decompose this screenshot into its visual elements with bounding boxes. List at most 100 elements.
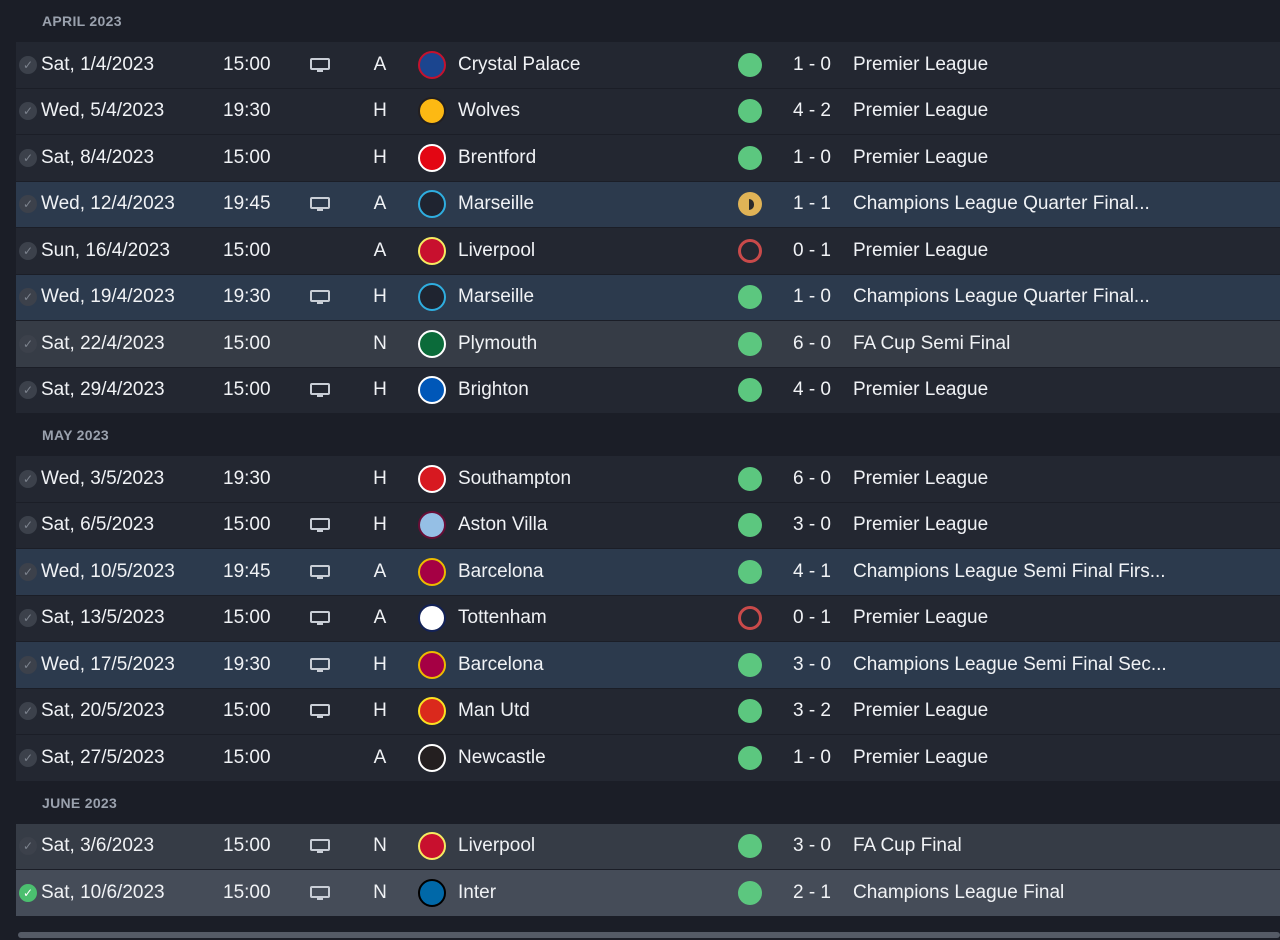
fixture-venue: A — [373, 560, 387, 582]
fixture-venue: A — [373, 239, 387, 261]
fixture-row[interactable]: ✓ Wed, 10/5/2023 19:45 A Barcelona 4 - 1 Champ… — [16, 549, 1280, 596]
opponent-name[interactable]: Liverpool — [458, 239, 536, 261]
match-score[interactable]: 6 - 0 — [792, 332, 832, 354]
checkmark-icon[interactable]: ✓ — [19, 469, 37, 488]
match-score[interactable]: 3 - 0 — [792, 514, 832, 536]
checkmark-icon[interactable]: ✓ — [19, 102, 37, 121]
match-score[interactable]: 3 - 2 — [792, 700, 832, 722]
fixture-row[interactable]: ✓ Sat, 1/4/2023 15:00 A Crystal Palace 1 - 0 P… — [16, 42, 1280, 89]
match-score[interactable]: 4 - 0 — [792, 379, 832, 401]
opponent-name[interactable]: Marseille — [458, 193, 535, 215]
opponent-name[interactable]: Marseille — [458, 286, 535, 308]
match-score[interactable]: 0 - 1 — [792, 239, 832, 261]
checkmark-icon[interactable]: ✓ — [19, 655, 37, 674]
match-score[interactable]: 1 - 0 — [792, 286, 832, 308]
opponent-name[interactable]: Brighton — [458, 379, 529, 401]
result-win-icon — [738, 466, 762, 491]
competition-name[interactable]: Champions League Quarter Final... — [853, 193, 1150, 215]
result-win-icon — [738, 145, 762, 170]
match-score[interactable]: 1 - 0 — [792, 746, 832, 768]
fixture-row[interactable]: ✓ Sat, 3/6/2023 15:00 N Liverpool 3 - 0 FA Cup… — [16, 823, 1280, 870]
checkmark-icon[interactable]: ✓ — [19, 195, 37, 214]
opponent-name[interactable]: Man Utd — [458, 700, 530, 722]
match-score[interactable]: 1 - 1 — [792, 193, 832, 215]
competition-name[interactable]: Premier League — [853, 379, 989, 401]
match-score[interactable]: 1 - 0 — [792, 53, 832, 75]
opponent-name[interactable]: Crystal Palace — [458, 53, 581, 75]
fixture-row[interactable]: ✓ Sat, 27/5/2023 15:00 A Newcastle 1 - 0 Premi… — [16, 735, 1280, 782]
competition-name[interactable]: Premier League — [853, 607, 989, 629]
opponent-name[interactable]: Plymouth — [458, 332, 538, 354]
fixture-time: 15:00 — [223, 607, 271, 629]
checkmark-icon[interactable]: ✓ — [19, 883, 37, 902]
match-score[interactable]: 1 - 0 — [792, 146, 832, 168]
competition-name[interactable]: Premier League — [853, 700, 989, 722]
fixture-row[interactable]: ✓ Wed, 3/5/2023 19:30 H Southampton 6 - 0 Prem… — [16, 456, 1280, 503]
opponent-name[interactable]: Inter — [458, 881, 497, 903]
opponent-name[interactable]: Newcastle — [458, 746, 546, 768]
competition-name[interactable]: FA Cup Final — [853, 835, 962, 857]
fixture-date: Wed, 10/5/2023 — [41, 560, 175, 582]
fixture-venue: H — [373, 286, 387, 308]
checkmark-icon[interactable]: ✓ — [19, 748, 37, 767]
checkmark-icon[interactable]: ✓ — [19, 837, 37, 856]
fixture-row[interactable]: ✓ Wed, 5/4/2023 19:30 H Wolves 4 - 2 Premier L… — [16, 88, 1280, 135]
opponent-name[interactable]: Liverpool — [458, 835, 536, 857]
match-score[interactable]: 2 - 1 — [792, 881, 832, 903]
checkmark-icon[interactable]: ✓ — [19, 241, 37, 260]
checkmark-icon[interactable]: ✓ — [19, 516, 37, 535]
checkmark-icon[interactable]: ✓ — [19, 148, 37, 167]
competition-name[interactable]: Champions League Final — [853, 881, 1065, 903]
result-win-icon — [738, 285, 762, 310]
match-score[interactable]: 3 - 0 — [792, 653, 832, 675]
fixture-row[interactable]: ✓ Sat, 8/4/2023 15:00 H Brentford 1 - 0 Premie… — [16, 135, 1280, 182]
fixture-date: Sat, 10/6/2023 — [41, 881, 165, 903]
fixture-row[interactable]: ✓ Sat, 20/5/2023 15:00 H Man Utd 3 - 2 Premier… — [16, 688, 1280, 735]
competition-name[interactable]: Premier League — [853, 146, 989, 168]
opponent-name[interactable]: Wolves — [458, 100, 520, 122]
result-win-icon — [738, 652, 762, 677]
opponent-name[interactable]: Southampton — [458, 467, 572, 489]
checkmark-icon[interactable]: ✓ — [19, 55, 37, 74]
fixture-row[interactable]: ✓ Wed, 12/4/2023 19:45 A Marseille 1 - 1 Champ… — [16, 181, 1280, 228]
opponent-name[interactable]: Barcelona — [458, 560, 544, 582]
fixture-row[interactable]: ✓ Sat, 29/4/2023 15:00 H Brighton 4 - 0 Premie… — [16, 367, 1280, 414]
competition-name[interactable]: FA Cup Semi Final — [853, 332, 1011, 354]
opponent-name[interactable]: Aston Villa — [458, 514, 548, 536]
fixture-row[interactable]: ✓ Sat, 10/6/2023 15:00 N Inter 2 - 1 Champions… — [16, 870, 1280, 917]
checkmark-icon[interactable]: ✓ — [19, 702, 37, 721]
fixture-row[interactable]: ✓ Sat, 22/4/2023 15:00 N Plymouth 6 - 0 FA Cup… — [16, 321, 1280, 368]
newcastle-crest-icon — [418, 743, 446, 772]
checkmark-icon[interactable]: ✓ — [19, 334, 37, 353]
match-score[interactable]: 6 - 0 — [792, 467, 832, 489]
competition-name[interactable]: Premier League — [853, 100, 989, 122]
match-score[interactable]: 0 - 1 — [792, 607, 832, 629]
match-score[interactable]: 4 - 2 — [792, 100, 832, 122]
checkmark-icon[interactable]: ✓ — [19, 381, 37, 400]
checkmark-icon[interactable]: ✓ — [19, 609, 37, 628]
fixture-row[interactable]: ✓ Wed, 17/5/2023 19:30 H Barcelona 3 - 0 Champ… — [16, 642, 1280, 689]
match-score[interactable]: 4 - 1 — [792, 560, 832, 582]
competition-name[interactable]: Premier League — [853, 746, 989, 768]
fixture-row[interactable]: ✓ Wed, 19/4/2023 19:30 H Marseille 1 - 0 Champ… — [16, 274, 1280, 321]
fixture-row[interactable]: ✓ Sat, 13/5/2023 15:00 A Tottenham 0 - 1 Premi… — [16, 595, 1280, 642]
competition-name[interactable]: Premier League — [853, 467, 989, 489]
competition-name[interactable]: Champions League Semi Final Sec... — [853, 653, 1167, 675]
competition-name[interactable]: Premier League — [853, 53, 989, 75]
opponent-name[interactable]: Brentford — [458, 146, 537, 168]
competition-name[interactable]: Premier League — [853, 514, 989, 536]
checkmark-icon[interactable]: ✓ — [19, 288, 37, 307]
fixture-row[interactable]: ✓ Sun, 16/4/2023 15:00 A Liverpool 0 - 1 Premi… — [16, 228, 1280, 275]
match-score[interactable]: 3 - 0 — [792, 835, 832, 857]
opponent-name[interactable]: Barcelona — [458, 653, 544, 675]
competition-name[interactable]: Premier League — [853, 239, 989, 261]
competition-name[interactable]: Champions League Semi Final Firs... — [853, 560, 1166, 582]
checkmark-icon[interactable]: ✓ — [19, 562, 37, 581]
opponent-name[interactable]: Tottenham — [458, 607, 547, 629]
marseille-crest-icon — [418, 190, 446, 219]
competition-name[interactable]: Champions League Quarter Final... — [853, 286, 1150, 308]
fixture-row[interactable]: ✓ Sat, 6/5/2023 15:00 H Aston Villa 3 - 0 Prem… — [16, 502, 1280, 549]
fixture-date: Sat, 13/5/2023 — [41, 607, 165, 629]
fixture-date: Wed, 19/4/2023 — [41, 286, 175, 308]
horizontal-scrollbar[interactable] — [18, 932, 1280, 938]
